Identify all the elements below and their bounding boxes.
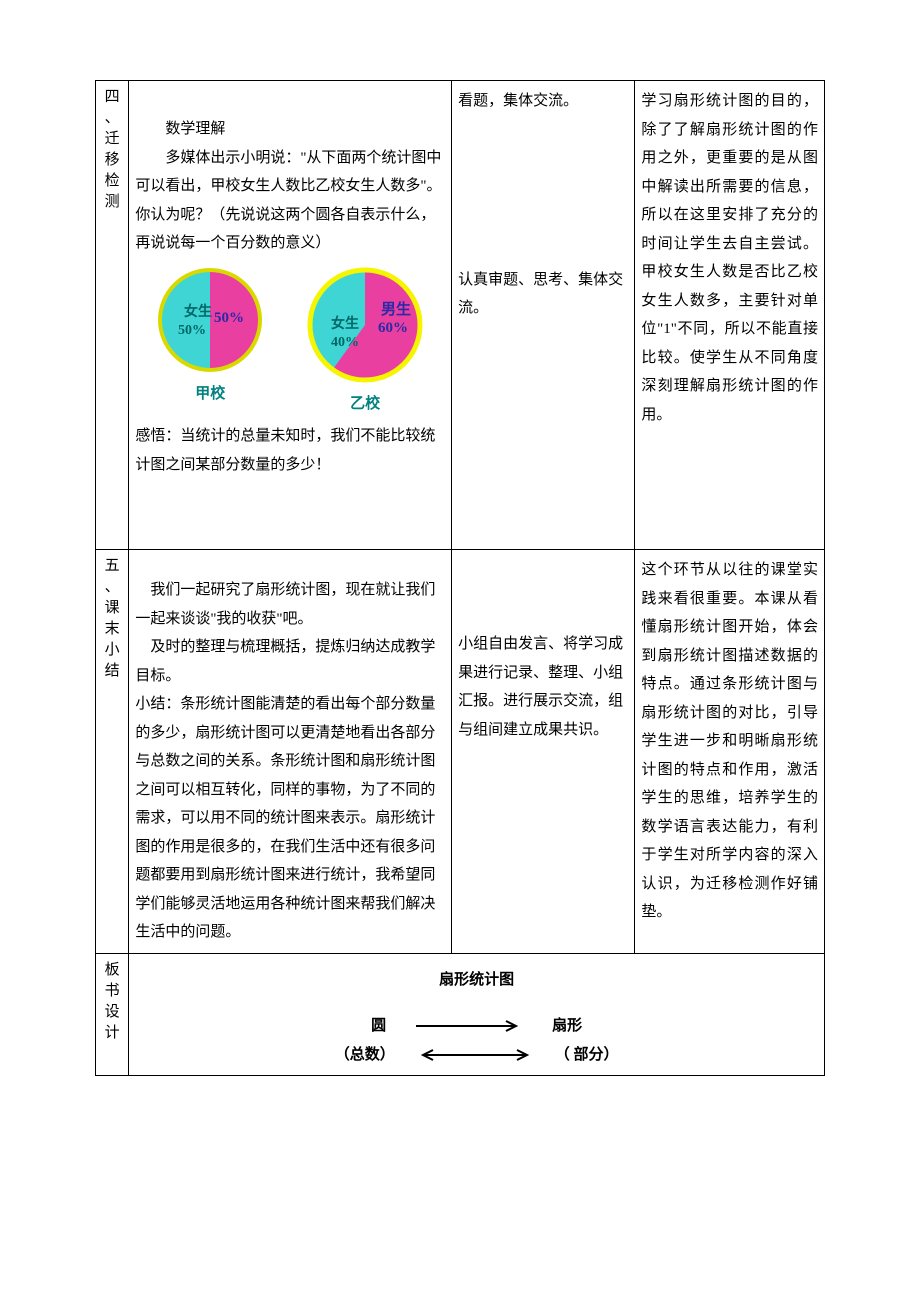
- spacer: [458, 556, 628, 630]
- row3-label-cell: 板书设计: [96, 953, 129, 1076]
- row2-activity-cell: 小组自由发言、将学习成果进行记录、整理、小组汇报。进行展示交流，组与组间建立成果…: [452, 550, 635, 954]
- row2-label-cell: 五、课末小结: [96, 550, 129, 954]
- pie-yi-boy-pct: 60%: [378, 320, 408, 336]
- row1-note: 学习扇形统计图的目的，除了了解扇形统计图的作用之外，更重要的是从图中解读出所需要…: [641, 87, 818, 429]
- row2-note-cell: 这个环节从以往的课堂实践来看很重要。本课从看懂扇形统计图开始，体会到扇形统计图描…: [635, 550, 825, 954]
- row1-activity2: 认真审题、思考、集体交流。: [458, 266, 628, 323]
- row1-heading: 数学理解: [135, 115, 445, 144]
- board-left2: （总数）: [335, 1041, 395, 1070]
- spacer: [458, 116, 628, 266]
- pie-charts-container: 女生 50% 50% 甲校 女生 40% 男生: [135, 266, 445, 419]
- board-title: 扇形统计图: [135, 966, 818, 995]
- row1-sense: 感悟：当统计的总量未知时，我们不能比较统计图之间某部分数量的多少！: [135, 422, 445, 479]
- pie-jia-left-slice: [160, 270, 210, 370]
- pie-yi-caption: 乙校: [306, 390, 424, 419]
- pie-yi-girl-pct: 40%: [331, 335, 359, 350]
- pie-jia-girl-pct: 50%: [178, 323, 206, 338]
- pie-yi: 女生 40% 男生 60%: [306, 266, 424, 384]
- row3-label: 板书设计: [102, 960, 122, 1044]
- board-row-2: （总数） （ 部分）: [135, 1041, 818, 1070]
- lesson-plan-table: 四、迁移检测 数学理解 多媒体出示小明说："从下面两个统计图中可以看出，甲校女生…: [95, 80, 825, 1076]
- pie-jia-right-pct: 50%: [214, 310, 244, 326]
- row2-content-cell: 我们一起研究了扇形统计图，现在就让我们一起来谈谈"我的收获"吧。 及时的整理与梳…: [129, 550, 452, 954]
- row1-activity-cell: 看题，集体交流。 认真审题、思考、集体交流。: [452, 81, 635, 550]
- row2-activity: 小组自由发言、将学习成果进行记录、整理、小组汇报。进行展示交流，组与组间建立成果…: [458, 630, 628, 744]
- row1-activity1: 看题，集体交流。: [458, 87, 628, 116]
- row1-body: 多媒体出示小明说："从下面两个统计图中可以看出，甲校女生人数比乙校女生人数多"。…: [135, 144, 445, 258]
- row1-content-cell: 数学理解 多媒体出示小明说："从下面两个统计图中可以看出，甲校女生人数比乙校女生…: [129, 81, 452, 550]
- board-right2: （ 部分）: [555, 1041, 619, 1070]
- pie-jia-wrap: 女生 50% 50% 甲校: [156, 266, 264, 409]
- board-left1: 圆: [371, 1012, 386, 1041]
- pie-yi-boy-label: 男生: [381, 300, 411, 318]
- pie-yi-wrap: 女生 40% 男生 60% 乙校: [306, 266, 424, 419]
- spacer: [135, 87, 445, 115]
- spacer: [135, 556, 445, 576]
- row3-board-cell: 扇形统计图 圆 扇形 （总数） （ 部分）: [129, 953, 825, 1076]
- pie-yi-girl-label: 女生: [331, 315, 359, 332]
- row1-label: 四、迁移检测: [102, 87, 122, 213]
- row2-label: 五、课末小结: [102, 556, 122, 682]
- row2-body3: 小结：条形统计图能清楚的看出每个部分数量的多少，扇形统计图可以更清楚地看出各部分…: [135, 690, 445, 947]
- pie-jia: 女生 50% 50%: [156, 266, 264, 374]
- row1-note-cell: 学习扇形统计图的目的，除了了解扇形统计图的作用之外，更重要的是从图中解读出所需要…: [635, 81, 825, 550]
- row2-note: 这个环节从以往的课堂实践来看很重要。本课从看懂扇形统计图开始，体会到扇形统计图描…: [641, 556, 818, 927]
- arrow-right-icon: [414, 1019, 524, 1033]
- row2-body1: 我们一起研究了扇形统计图，现在就让我们一起来谈谈"我的收获"吧。: [135, 576, 445, 633]
- pie-jia-caption: 甲校: [156, 380, 264, 409]
- pie-jia-girl-label: 女生: [184, 303, 212, 320]
- row2-body2: 及时的整理与梳理概括，提炼归纳达成教学目标。: [135, 633, 445, 690]
- board-right1: 扇形: [552, 1012, 582, 1041]
- row1-label-cell: 四、迁移检测: [96, 81, 129, 550]
- arrow-double-icon: [415, 1048, 535, 1062]
- board-row-1: 圆 扇形: [135, 1012, 818, 1041]
- spacer: [135, 479, 445, 543]
